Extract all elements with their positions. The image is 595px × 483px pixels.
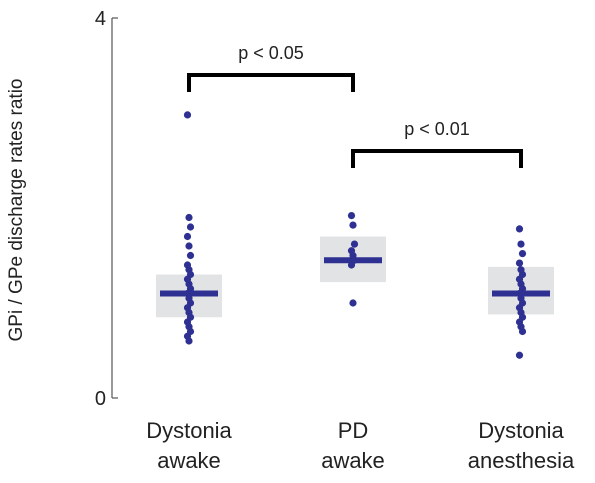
p-value-label: p < 0.05 [238, 43, 304, 63]
data-point [186, 223, 195, 231]
data-point [350, 240, 359, 248]
x-tick-labels: Dystonia awake PD awake Dystonia anesthesia [146, 418, 575, 473]
y-axis-label: GPi / GPe discharge rates ratio [6, 79, 27, 342]
data-point [515, 351, 524, 359]
data-point [185, 337, 193, 345]
data-points [183, 111, 527, 359]
y-tick-label: 4 [95, 8, 106, 30]
y-tick-label: 0 [95, 388, 106, 410]
data-point [349, 299, 357, 307]
x-tick-label: awake [321, 448, 385, 473]
data-point [515, 225, 524, 233]
x-tick-label: PD [338, 418, 369, 443]
data-point [517, 240, 525, 248]
x-tick-label: anesthesia [468, 448, 575, 473]
data-point [183, 111, 192, 119]
data-point [518, 327, 527, 336]
significance-brackets: p < 0.05 p < 0.01 [187, 43, 523, 168]
x-tick-label: awake [157, 448, 221, 473]
data-point [518, 250, 527, 258]
data-point [185, 242, 193, 250]
data-point [185, 213, 193, 222]
y-axis: 04 [95, 8, 118, 410]
x-tick-label: Dystonia [146, 418, 232, 443]
x-tick-label: Dystonia [478, 418, 564, 443]
p-value-label: p < 0.01 [404, 119, 470, 139]
data-point [347, 261, 356, 269]
data-point [183, 232, 192, 241]
significance-bracket [351, 149, 523, 168]
data-point [515, 259, 524, 267]
data-point [347, 212, 356, 220]
significance-bracket [187, 73, 355, 92]
data-point [186, 251, 195, 260]
data-point [349, 221, 357, 229]
